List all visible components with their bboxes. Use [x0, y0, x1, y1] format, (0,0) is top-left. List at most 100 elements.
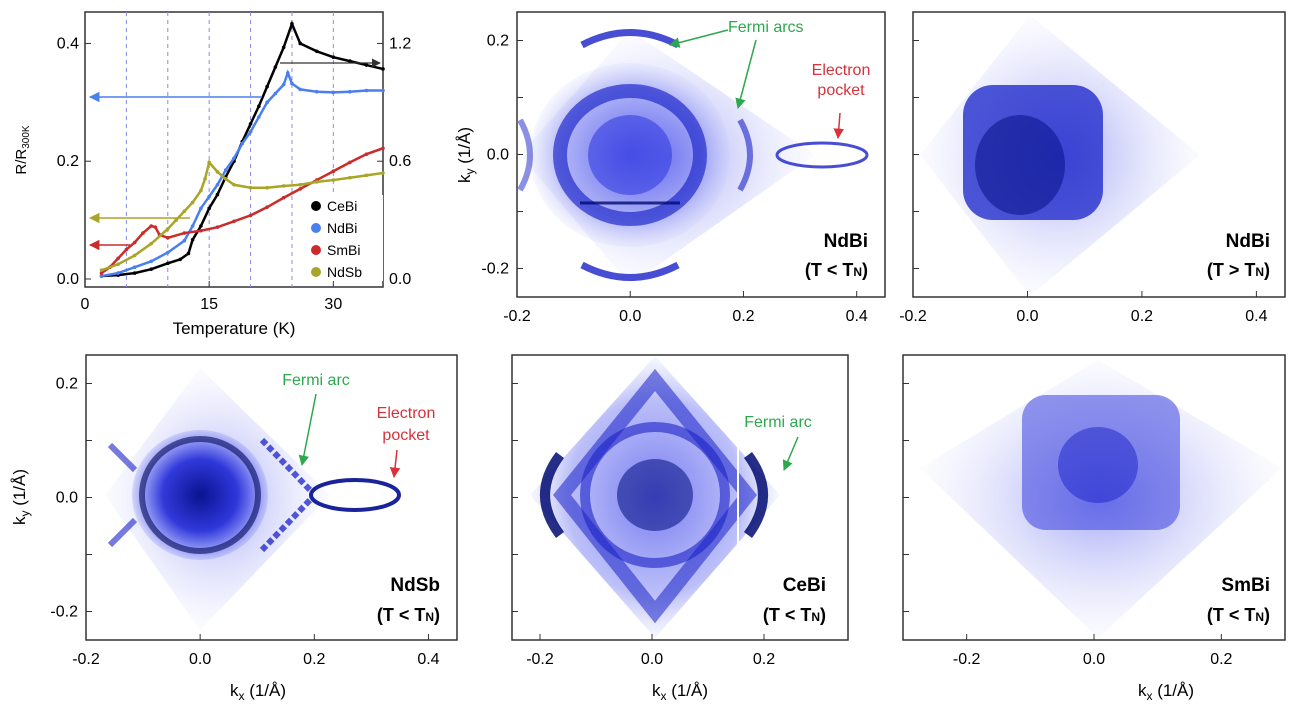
legend-marker-smbi: [311, 245, 321, 255]
ndbi-high-core: [975, 115, 1065, 215]
point-cebi: [149, 267, 154, 271]
point-cebi: [186, 251, 191, 256]
transport-panel: 0 15 30 0.0 0.2 0.4 0.0 0.6 1.2 CeBi NdBi SmBi N…: [13, 11, 412, 338]
transport-series: [99, 20, 385, 278]
ndbi-low-material: NdBi: [824, 231, 868, 252]
cebi-low-map-panel: -0.2 0.0 0.2 Fermi arc CeBi (T < TN) kx (1…: [511, 354, 849, 703]
legend-marker-ndbi: [311, 223, 321, 233]
map-xtick-label-3: 0.4: [417, 651, 439, 668]
point-ndbi: [290, 81, 294, 86]
ndsb-condition: (T < TN): [377, 605, 440, 625]
map-xtick-label-3: 0.4: [846, 308, 868, 325]
ndsb-ring: [139, 436, 261, 554]
ndsb-fermi-arrow: [298, 393, 317, 467]
transport-ylabel: R/R300K: [13, 125, 32, 175]
point-ndbi: [298, 87, 303, 92]
point-ndsb: [182, 209, 187, 214]
point-cebi: [348, 59, 352, 63]
ndsb-low-map-panel: -0.2 0.0 0.2 0.4 0.2 0.0 -0.2 Fermi arc Electr…: [10, 354, 458, 703]
point-ndbi: [314, 89, 319, 94]
smbi-low-map-panel: -0.2 0.0 0.2 SmBi (T < TN) kx (1/Å): [902, 354, 1286, 703]
point-ndbi: [190, 224, 195, 228]
ndsb-axes: -0.2 0.0 0.2 0.4 0.2 0.0 -0.2: [50, 376, 439, 669]
point-ndbi: [265, 100, 269, 105]
point-ndsb: [348, 175, 352, 180]
point-smbi: [116, 256, 120, 261]
y2tick-label-0: 0.0: [389, 271, 411, 288]
point-ndbi: [273, 91, 278, 96]
map-xtick-label-2: 0.2: [1131, 308, 1153, 325]
ndbi-low-electron-arrow: [833, 112, 844, 140]
ytick-label-2: 0.4: [57, 35, 79, 52]
point-smbi: [381, 146, 385, 151]
ndbi-low-ylabel: ky (1/Å): [455, 127, 477, 183]
smbi-material: SmBi: [1221, 575, 1270, 596]
smbi-intensity: [920, 360, 1282, 638]
point-ndbi: [149, 259, 154, 264]
smbi-condition: (T < TN): [1207, 605, 1270, 625]
ndsb-electron-label: Electron: [377, 405, 436, 422]
map-xtick-label-1: 0.0: [1083, 651, 1105, 668]
point-ndbi: [232, 156, 236, 161]
point-ndsb: [232, 182, 236, 187]
ndsb-fermi-arc: [259, 437, 313, 553]
ndbi-high-intensity: [920, 15, 1200, 296]
point-ndsb: [265, 185, 269, 190]
point-cebi: [257, 104, 261, 109]
legend-label-ndbi: NdBi: [327, 220, 357, 236]
legend: CeBi NdBi SmBi NdSb: [306, 195, 383, 281]
point-cebi: [265, 84, 269, 89]
point-ndsb: [215, 170, 220, 174]
point-ndbi: [286, 71, 290, 75]
point-cebi: [248, 122, 253, 126]
ytick-label-1: 0.2: [57, 153, 79, 170]
point-smbi: [199, 228, 203, 233]
point-cebi: [132, 271, 137, 275]
cebi-fermi-label: Fermi arc: [744, 414, 812, 431]
map-xtick-label-1: 0.0: [619, 308, 641, 325]
point-smbi: [99, 271, 104, 275]
point-cebi: [199, 224, 203, 228]
point-ndbi: [240, 141, 245, 146]
point-ndbi: [331, 90, 336, 95]
point-ndsb: [281, 184, 286, 188]
point-ndbi: [364, 88, 369, 93]
point-cebi: [290, 22, 294, 26]
ndsb-fermi-label: Fermi arc: [282, 372, 350, 389]
point-smbi: [182, 231, 187, 235]
ndbi-low-fermi-arc-right: [737, 118, 753, 192]
legend-marker-cebi: [311, 201, 321, 211]
cebi-fermi-arc-right: [743, 452, 768, 538]
point-ndsb: [116, 262, 120, 267]
point-smbi: [298, 187, 303, 191]
cebi-fermi-arc-left: [540, 452, 565, 538]
transport-axes: 0 15 30 0.0 0.2 0.4 0.0 0.6 1.2: [57, 35, 412, 313]
point-smbi: [165, 235, 170, 240]
point-ndsb: [381, 171, 385, 175]
point-ndbi: [348, 89, 352, 94]
smbi-axes: -0.2 0.0 0.2: [903, 383, 1233, 668]
point-cebi: [331, 55, 336, 59]
smbi-core: [1058, 427, 1138, 503]
ndsb-material: NdSb: [390, 575, 440, 596]
ndsb-ylabel: ky (1/Å): [10, 469, 32, 525]
y2tick-label-1: 0.6: [389, 153, 411, 170]
map-xtick-label-0: -0.2: [953, 651, 981, 668]
map-xtick-label-2: 0.2: [753, 651, 775, 668]
legend-marker-ndsb: [311, 267, 321, 277]
ndbi-high-map-panel: -0.2 0.0 0.2 0.4 NdBi (T > TN): [899, 11, 1286, 325]
ndsb-electron-arrow: [389, 449, 401, 479]
map-ytick-label-2: -0.2: [481, 261, 509, 278]
ndsb-pocket-label: pocket: [382, 427, 430, 444]
cebi-axes: -0.2 0.0 0.2: [512, 383, 775, 668]
point-ndbi: [165, 250, 170, 255]
map-ytick-label-0: 0.2: [487, 33, 509, 50]
point-ndbi: [381, 88, 385, 93]
point-smbi: [215, 225, 220, 229]
ndbi-low-fermi-arrow-2: [735, 39, 757, 110]
cebi-ring: [580, 422, 730, 568]
point-smbi: [248, 213, 253, 218]
map-xtick-label-0: -0.2: [72, 651, 100, 668]
point-ndsb: [314, 180, 319, 184]
